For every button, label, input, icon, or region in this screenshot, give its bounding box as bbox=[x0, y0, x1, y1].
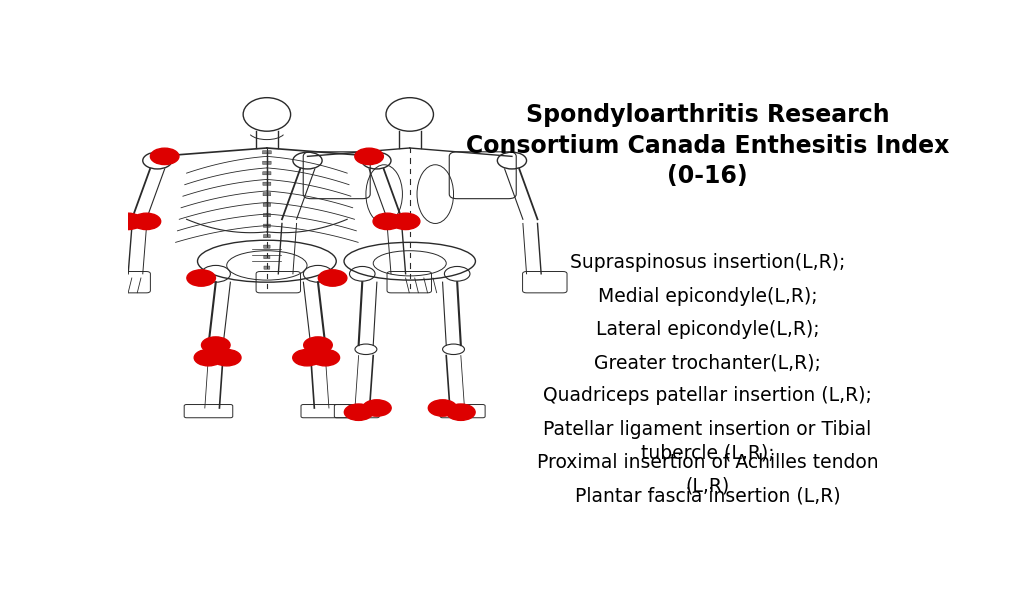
FancyBboxPatch shape bbox=[263, 182, 271, 185]
FancyBboxPatch shape bbox=[263, 203, 270, 206]
Circle shape bbox=[304, 337, 332, 353]
Circle shape bbox=[187, 270, 215, 286]
Text: Quadriceps patellar insertion (L,R);: Quadriceps patellar insertion (L,R); bbox=[543, 387, 871, 406]
Circle shape bbox=[293, 349, 322, 366]
Circle shape bbox=[114, 213, 142, 230]
Circle shape bbox=[354, 148, 383, 165]
FancyBboxPatch shape bbox=[263, 214, 270, 217]
Circle shape bbox=[212, 349, 241, 366]
Circle shape bbox=[362, 400, 391, 416]
Text: Patellar ligament insertion or Tibial
tubercle (L,R);: Patellar ligament insertion or Tibial tu… bbox=[543, 420, 871, 462]
FancyBboxPatch shape bbox=[262, 151, 271, 154]
Text: Medial epicondyle(L,R);: Medial epicondyle(L,R); bbox=[598, 287, 817, 305]
FancyBboxPatch shape bbox=[263, 224, 270, 227]
Circle shape bbox=[391, 213, 420, 230]
FancyBboxPatch shape bbox=[263, 192, 270, 196]
Circle shape bbox=[344, 404, 373, 420]
FancyBboxPatch shape bbox=[262, 161, 271, 165]
Circle shape bbox=[132, 213, 161, 230]
Circle shape bbox=[446, 404, 475, 420]
Circle shape bbox=[428, 400, 457, 416]
Circle shape bbox=[202, 337, 230, 353]
Circle shape bbox=[318, 270, 347, 286]
Text: Greater trochanter(L,R);: Greater trochanter(L,R); bbox=[594, 353, 821, 372]
Text: Proximal insertion of Achilles tendon
(L,R): Proximal insertion of Achilles tendon (L… bbox=[537, 453, 879, 496]
FancyBboxPatch shape bbox=[263, 234, 270, 238]
Circle shape bbox=[151, 148, 179, 165]
Text: Lateral epicondyle(L,R);: Lateral epicondyle(L,R); bbox=[596, 320, 819, 339]
FancyBboxPatch shape bbox=[263, 172, 271, 175]
Circle shape bbox=[311, 349, 340, 366]
Text: Plantar fascia insertion (L,R): Plantar fascia insertion (L,R) bbox=[574, 486, 840, 506]
Circle shape bbox=[195, 349, 223, 366]
Text: Supraspinosus insertion(L,R);: Supraspinosus insertion(L,R); bbox=[569, 253, 845, 272]
FancyBboxPatch shape bbox=[264, 256, 270, 259]
FancyBboxPatch shape bbox=[264, 266, 269, 269]
Circle shape bbox=[373, 213, 401, 230]
FancyBboxPatch shape bbox=[264, 245, 270, 248]
Text: Spondyloarthritis Research
Consortium Canada Enthesitis Index
(0-16): Spondyloarthritis Research Consortium Ca… bbox=[466, 103, 949, 188]
